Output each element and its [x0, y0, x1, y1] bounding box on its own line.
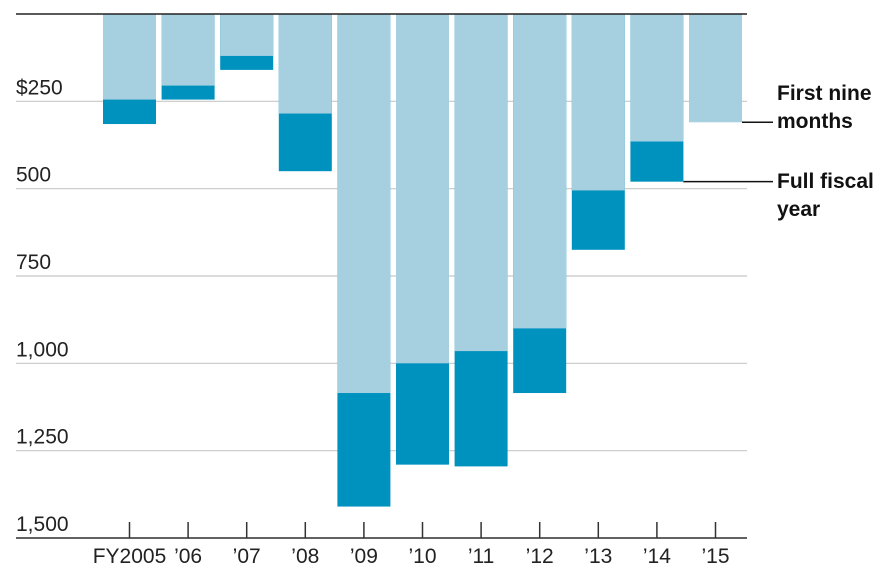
x-tick-label: ’14 [643, 545, 671, 568]
bar-first-nine-months-2 [220, 14, 274, 56]
legend: First nine months Full fiscal year [683, 82, 874, 221]
x-tick-label: FY2005 [93, 545, 167, 568]
bar-first-nine-months-1 [161, 14, 215, 86]
bar-first-nine-months-5 [396, 14, 449, 364]
y-tick-label: $250 [16, 76, 63, 99]
y-tick-label: 1,000 [16, 338, 69, 361]
y-tick-label: 750 [16, 251, 51, 274]
bar-first-nine-months-7 [513, 14, 567, 329]
bar-first-nine-months-9 [630, 14, 684, 142]
bar-first-nine-months-0 [103, 14, 156, 100]
bar-first-nine-months-8 [571, 14, 625, 191]
y-tick-label: 1,250 [16, 426, 69, 449]
bar-first-nine-months-4 [337, 14, 391, 394]
x-tick-label: ’15 [701, 545, 729, 568]
x-tick-label: ’07 [233, 545, 261, 568]
x-tick-label: ’08 [291, 545, 319, 568]
y-tick-label: 500 [16, 164, 51, 187]
x-tick-label: ’12 [526, 545, 554, 568]
bar-first-nine-months-3 [278, 14, 332, 114]
x-tick-label: ’09 [350, 545, 378, 568]
bar-first-nine-months-6 [454, 14, 508, 352]
y-tick-label: 1,500 [16, 513, 69, 536]
legend-label-first-nine-months: First nine months [777, 82, 872, 133]
bars [103, 14, 742, 507]
y-axis-tick-labels: $250 500 750 1,000 1,250 1,500 [16, 76, 69, 536]
x-tick-label: ’13 [584, 545, 612, 568]
x-tick-label: ’06 [174, 545, 202, 568]
x-axis: FY2005 ’06 ’07 ’08 ’09 ’10 ’11 ’12 ’13 ’14 ’15 [16, 522, 747, 568]
legend-label-full-fiscal-year: Full fiscal year [777, 170, 874, 221]
x-tick-label: ’11 [468, 545, 494, 568]
x-tick-label: ’10 [408, 545, 436, 568]
bar-first-nine-months-10 [689, 14, 742, 123]
